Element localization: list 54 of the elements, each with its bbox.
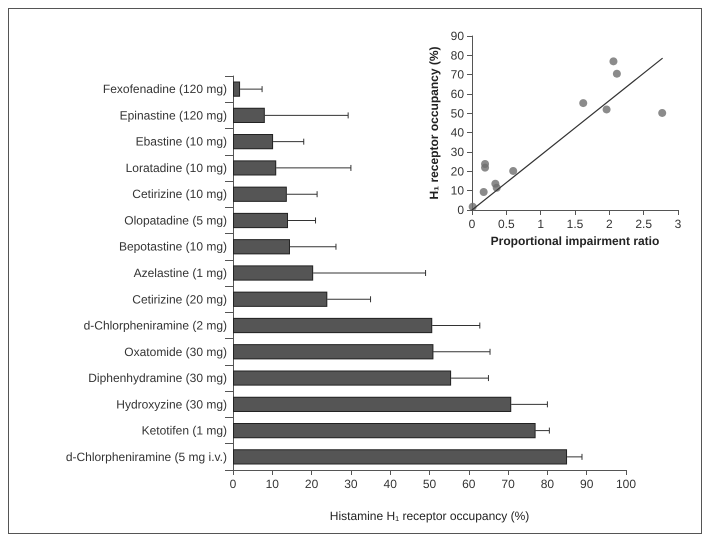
x-tick-label: 20 [304, 477, 319, 491]
x-tick-label: 90 [580, 477, 594, 491]
x-tick-label: 80 [540, 477, 554, 491]
y-tick-label: Cetirizine (20 mg) [132, 292, 227, 306]
y-tick-label: 20 [450, 164, 464, 178]
x-tick-label: 60 [462, 477, 476, 491]
x-tick-label: 0.5 [498, 217, 515, 231]
y-tick-label: d-Chlorpheniramine (5 mg i.v.) [66, 450, 227, 464]
x-tick-label: 0 [230, 477, 237, 491]
x-tick-label: 0 [468, 217, 476, 231]
x-tick-label: 1 [537, 217, 544, 231]
x-tick-label: 3 [674, 217, 682, 231]
point [579, 99, 588, 108]
y-tick-label: d-Chlorpheniramine (2 mg) [84, 318, 228, 333]
y-tick-label: Fexofenadine (120 mg) [102, 82, 227, 96]
x-tick-label: 100 [616, 477, 636, 491]
x-tick-label: 2 [606, 217, 613, 231]
y-tick-label: 0 [457, 203, 464, 217]
y-tick-label: Diphenhydramine (30 mg) [88, 371, 227, 386]
point [481, 164, 490, 172]
y-tick-label: 30 [450, 145, 464, 159]
x-axis-title: Proportional impairment ratio [490, 234, 660, 248]
point [609, 57, 618, 66]
x-tick-label: 40 [384, 477, 398, 491]
x-tick-label: 70 [501, 477, 516, 491]
y-tick-label: Epinastine (120 mg) [120, 108, 228, 122]
point [612, 70, 621, 78]
y-tick-label: Olopatadine (5 mg) [124, 213, 227, 228]
y-tick-label: 70 [450, 68, 464, 82]
x-tick-label: 50 [422, 477, 436, 491]
x-tick-label: 1.5 [566, 217, 584, 231]
y-tick-label: Hydroxyzine (30 mg) [116, 397, 227, 412]
x-tick-label: 30 [344, 477, 358, 491]
y-tick-label: 60 [450, 87, 464, 101]
y-tick-label: Azelastine (1 mg) [134, 266, 227, 280]
x-tick-label: 10 [266, 477, 280, 491]
y-tick-label: 90 [450, 29, 464, 43]
y-tick-label: Cetirizine (10 mg) [132, 187, 227, 202]
y-axis-title: H₁ receptor occupancy (%) [426, 46, 441, 200]
y-tick-label: 40 [450, 126, 464, 140]
y-tick-label: Oxatomide (30 mg) [124, 344, 228, 359]
x-axis-title: Histamine H₁ receptor occupancy (%) [330, 509, 530, 523]
y-tick-label: Ebastine (10 mg) [136, 134, 227, 149]
point [602, 105, 611, 114]
y-tick-label: Loratadine (10 mg) [126, 160, 228, 175]
y-tick-label: 10 [450, 184, 464, 198]
y-tick-label: 50 [450, 106, 464, 120]
point [480, 188, 488, 196]
y-tick-label: Bepotastine (10 mg) [118, 240, 227, 254]
point [509, 166, 518, 175]
y-tick-label: 80 [450, 48, 464, 62]
point [658, 108, 666, 117]
y-tick-label: Ketotifen (1 mg) [142, 424, 227, 438]
x-tick-label: 2.5 [635, 217, 652, 231]
